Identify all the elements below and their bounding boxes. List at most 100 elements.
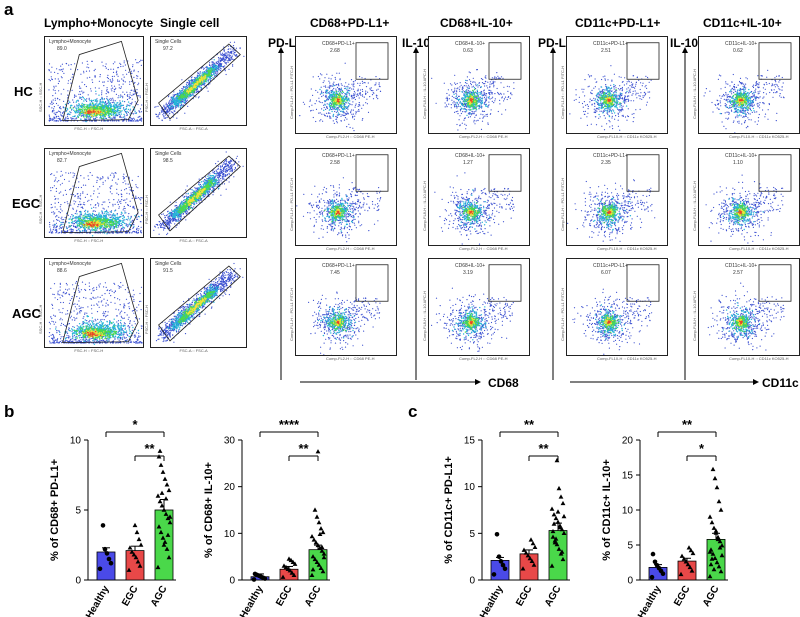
flow-plot-cd11c-pdl1-agc: CD11c+PD-L1+ 6.07 Comp-FL10-H :: CD11c KO5… [560,258,668,361]
data-point [502,566,508,572]
sig-label: ** [298,441,309,456]
data-point [283,564,289,570]
x-axis-label: FSC-H :: FSC-H [74,238,104,243]
y-axis-label: Comp-FL1-H :: PD-L1 FITC-H [560,287,565,341]
data-point [711,566,717,572]
data-point [710,551,716,556]
data-point [554,457,560,463]
data-point [309,534,315,539]
y-tick-label: 15 [464,436,476,447]
data-point [281,563,287,568]
data-point [157,448,163,453]
data-point [713,528,719,533]
data-point [498,559,504,564]
category-label: AGC [701,584,722,609]
x-axis-label: Comp-FL2-H :: CD68 PE-H [326,356,375,361]
data-point [523,550,529,555]
gate-percent: 88.6 [57,268,67,274]
data-point [709,520,715,525]
data-point [719,552,725,558]
flow-plot-single-hc: Single Cells 97.2 FSC-A :: FSC-A FSC-H :: F… [144,36,247,131]
data-point [556,546,562,551]
gate-rect [626,154,660,192]
data-point [286,556,292,561]
data-point [161,507,167,512]
data-point [315,449,321,454]
data-point [164,546,170,551]
data-point [560,500,566,506]
data-point [716,499,722,504]
data-point [710,466,716,472]
header-cd11c-il10: CD11c+IL-10+ [703,16,782,30]
data-point [127,545,133,550]
data-point [679,553,685,558]
axis-label-pdl1-cd11c: PD-L1 [538,36,573,50]
data-point [550,528,556,534]
data-point [309,572,315,578]
gate-percent: 82.7 [57,158,67,164]
axis-label-pdl1-cd68: PD-L1 [268,36,303,50]
data-point [162,476,168,481]
x-axis-label: Comp-FL2-H :: CD68 PE-H [326,246,375,251]
data-point [491,572,497,577]
y-axis-label: Comp-FL8-H :: IL-10 APC-H [692,290,697,341]
gate-percent: 2.58 [330,160,340,166]
x-axis-label: Comp-FL2-H :: CD68 PE-H [459,246,508,251]
data-point [135,559,141,564]
x-axis-label: Comp-FL10-H :: CD11c KO525-H [729,356,789,361]
row-label-hc: HC [14,84,33,99]
bar-egc [519,553,539,581]
data-point [556,485,562,491]
y-axis-title: % of CD11c+ PD-L1+ [443,456,455,564]
x-axis-label: FSC-A :: FSC-A [179,126,208,131]
data-point [126,567,132,572]
category-label: Healthy [478,584,506,617]
flow-plot-cd11c-pdl1-hc: CD11c+PD-L1+ 2.51 Comp-FL10-H :: CD11c KO5… [560,36,668,139]
gate-name: CD11c+PD-L1+ [593,41,628,47]
y-axis-label: Comp-FL1-H :: PD-L1 FITC-H [289,65,294,119]
gate-name: Single Cells [155,261,182,267]
flow-plot-cd11c-pdl1-egc: CD11c+PD-L1+ 2.35 Comp-FL10-H :: CD11c KO5… [560,148,668,251]
data-point [560,556,566,562]
data-point [650,551,656,557]
bar-chart-4: 0 5 10 15 20 % of CD11c+ IL-10+ Healthy EGC AGC *… [601,417,728,617]
panel-letter-c: c [408,402,418,421]
y-tick-label: 0 [627,576,633,587]
flow-plot-cd68-pdl1-agc: CD68+PD-L1+ 7.45 Comp-FL2-H :: CD68 PE-H Co… [289,258,397,361]
y-axis-label: Comp-FL8-H :: IL-10 APC-H [692,68,697,119]
data-point [718,569,724,574]
y-axis-title: % of CD11c+ IL-10+ [601,459,613,561]
data-point [321,555,327,560]
y-tick-label: 5 [469,529,475,540]
data-point [553,536,559,541]
category-label: Healthy [238,584,266,617]
data-point [104,551,110,556]
data-point [165,532,171,537]
y-tick-label: 0 [75,576,81,587]
data-point [136,536,142,542]
data-point [165,515,171,521]
data-point [287,568,293,573]
gate-polygon [158,43,241,120]
x-axis-label: Comp-FL10-H :: CD11c KO525-H [597,134,657,139]
gate-name: Lympho+Monocyte [49,261,92,267]
y-axis-label: Comp-FL1-H :: PD-L1 FITC-H [289,177,294,231]
y-axis-label: SSC-H :: SSC-H [38,304,43,334]
gate-name: Lympho+Monocyte [49,151,92,157]
sig-label: ** [524,417,535,432]
y-axis-label: FSC-H :: FSC-H [144,82,149,112]
data-point [707,573,713,579]
data-point [102,546,108,552]
sig-label: **** [279,417,300,432]
x-axis-label: FSC-A :: FSC-A [179,238,208,243]
y-tick-label: 10 [70,436,82,447]
gate-polygon [62,40,139,122]
data-point [318,565,324,571]
gate-percent: 7.45 [330,270,340,276]
bar-chart-3: 0 5 10 15 % of CD11c+ PD-L1+ Healthy EGC AGC ***… [443,417,570,617]
y-tick-label: 5 [627,541,633,552]
y-axis-label: Comp-FL1-H :: PD-L1 FITC-H [560,177,565,231]
data-point [550,534,556,539]
data-point [559,549,565,554]
